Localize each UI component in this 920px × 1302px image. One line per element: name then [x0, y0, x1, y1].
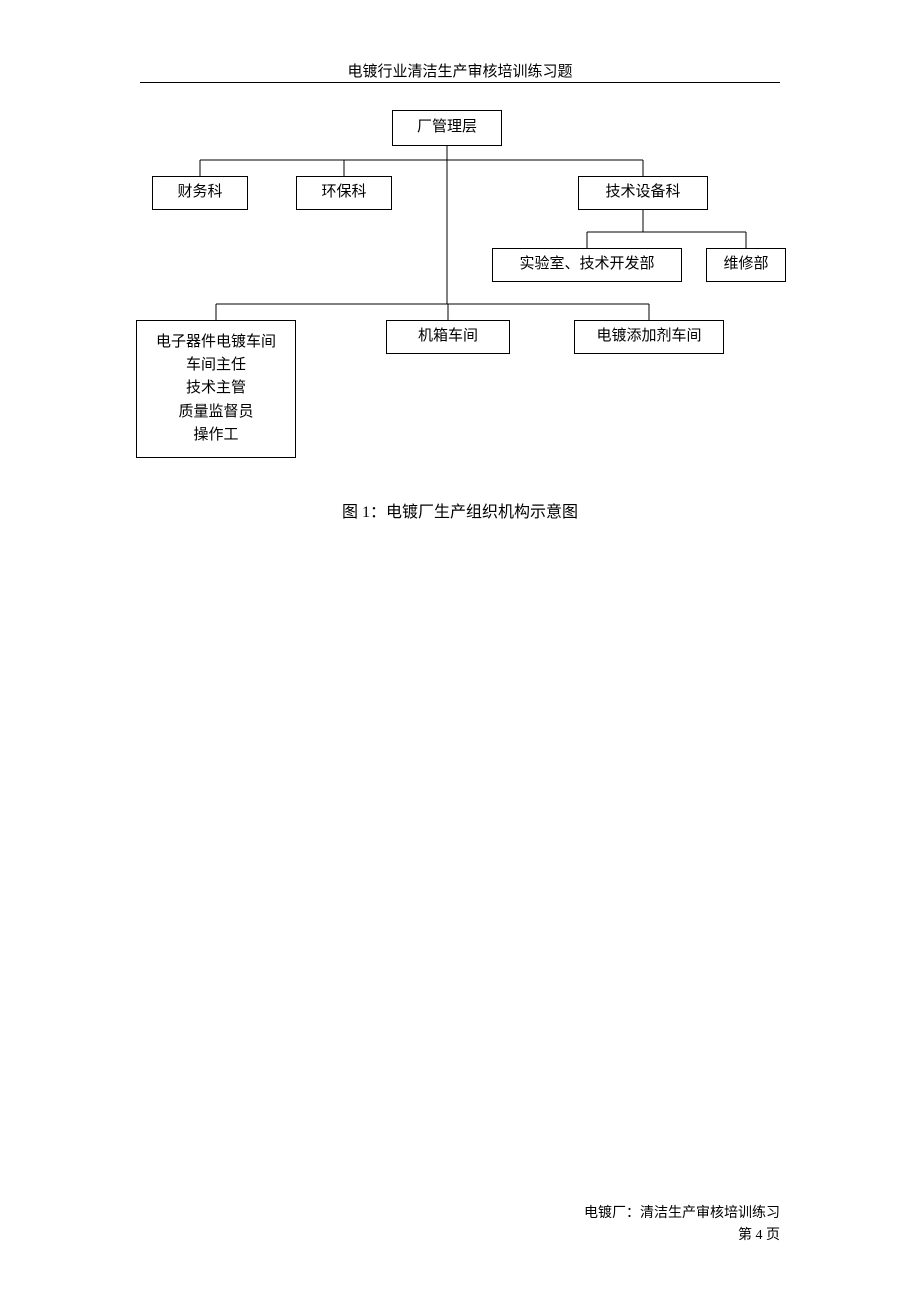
node-finance-label: 财务科 [177, 181, 222, 204]
node-tech-label: 技术设备科 [605, 181, 680, 204]
node-repair-label: 维修部 [723, 253, 768, 276]
node-workshop-electronics-label: 电子器件电镀车间 车间主任 技术主管 质量监督员 操作工 [156, 331, 276, 447]
document-page: 电镀行业清洁生产审核培训练习题 厂管理层 财务科 环保科 技术设备科 实验室、技… [0, 0, 920, 1302]
node-env: 环保科 [296, 176, 392, 210]
figure-caption: 图 1：电镀厂生产组织机构示意图 [0, 498, 920, 522]
node-env-label: 环保科 [321, 181, 366, 204]
node-lab-label: 实验室、技术开发部 [519, 253, 654, 276]
page-footer-line1: 电镀厂：清洁生产审核培训练习 [0, 1202, 780, 1222]
node-workshop-additive: 电镀添加剂车间 [574, 320, 724, 354]
page-footer-line2: 第 4 页 [0, 1224, 780, 1244]
node-workshop-additive-label: 电镀添加剂车间 [596, 325, 701, 348]
node-lab: 实验室、技术开发部 [492, 248, 682, 282]
org-chart-connectors [0, 0, 920, 1302]
node-workshop-chassis: 机箱车间 [386, 320, 510, 354]
node-finance: 财务科 [152, 176, 248, 210]
node-workshop-electronics: 电子器件电镀车间 车间主任 技术主管 质量监督员 操作工 [136, 320, 296, 458]
node-workshop-chassis-label: 机箱车间 [418, 325, 478, 348]
node-root: 厂管理层 [392, 110, 502, 146]
node-repair: 维修部 [706, 248, 786, 282]
node-tech: 技术设备科 [578, 176, 708, 210]
node-root-label: 厂管理层 [417, 116, 477, 139]
